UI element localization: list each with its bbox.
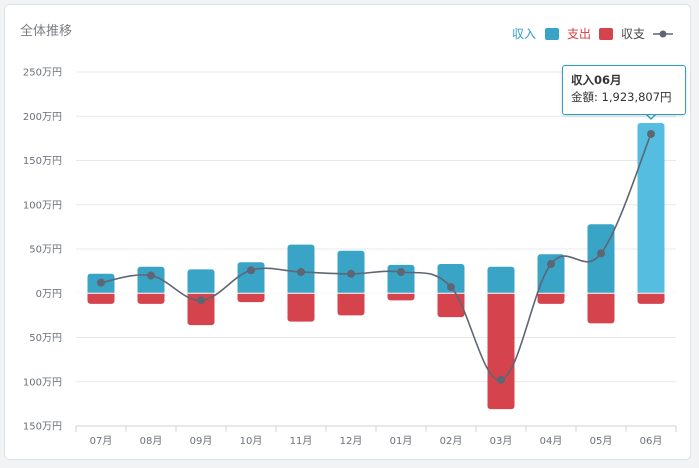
income-bar bbox=[637, 122, 665, 294]
income-bar-base bbox=[87, 290, 115, 294]
balance-point bbox=[147, 271, 155, 280]
expense-bar-top bbox=[287, 293, 315, 297]
income-bar bbox=[187, 269, 215, 294]
tooltip-amount-label: 金額 bbox=[571, 90, 594, 104]
x-tick-label: 12月 bbox=[340, 435, 363, 447]
tooltip-title: 収入06月 bbox=[571, 73, 622, 87]
x-tick-label: 05月 bbox=[590, 435, 613, 447]
x-tick-label: 07月 bbox=[90, 435, 113, 447]
balance-point bbox=[297, 268, 305, 277]
income-bar bbox=[237, 262, 265, 294]
x-tick-label: 06月 bbox=[640, 435, 663, 447]
income-bar-base bbox=[637, 290, 665, 294]
legend-expense-swatch bbox=[599, 28, 613, 40]
tooltip-arrow-inner bbox=[646, 113, 656, 118]
income-bar-base bbox=[287, 290, 315, 294]
income-bar-base bbox=[187, 290, 215, 294]
y-tick-label: 150万円 bbox=[23, 422, 62, 433]
expense-bar-top bbox=[187, 293, 215, 297]
income-bar bbox=[537, 254, 565, 294]
tooltip-amount-value: 1,923,807円 bbox=[601, 90, 672, 104]
expense-bar-top bbox=[337, 293, 365, 297]
x-tick-label: 02月 bbox=[440, 435, 463, 447]
income-bar bbox=[587, 224, 615, 294]
balance-point bbox=[347, 269, 355, 278]
expense-bar-top bbox=[537, 293, 565, 297]
chart-tooltip: 収入06月 金額: 1,923,807円 bbox=[562, 65, 686, 115]
income-bar-base bbox=[587, 290, 615, 294]
legend-balance-label: 収支 bbox=[621, 27, 645, 41]
legend-expense-label: 支出 bbox=[567, 27, 591, 41]
x-tick-label: 09月 bbox=[190, 435, 213, 447]
balance-line bbox=[100, 133, 652, 381]
y-tick-label: 200万円 bbox=[23, 112, 62, 123]
balance-point bbox=[247, 266, 255, 275]
balance-point bbox=[497, 375, 505, 384]
expense-bar-top bbox=[87, 293, 115, 297]
income-bar-base bbox=[137, 290, 165, 294]
income-bar-base bbox=[537, 290, 565, 294]
expense-bar bbox=[187, 293, 215, 326]
legend-income-label: 収入 bbox=[512, 27, 536, 41]
legend-income-swatch bbox=[545, 28, 559, 40]
expense-bar-top bbox=[437, 293, 465, 297]
y-tick-label: 250万円 bbox=[23, 68, 62, 79]
expense-bar-top bbox=[487, 293, 515, 297]
income-bar bbox=[487, 266, 515, 294]
balance-point bbox=[647, 129, 655, 138]
balance-point bbox=[447, 283, 455, 292]
income-bar-base bbox=[437, 290, 465, 294]
income-bar bbox=[437, 264, 465, 294]
balance-point bbox=[197, 296, 205, 305]
expense-bar bbox=[487, 293, 515, 410]
y-tick-label: 100万円 bbox=[23, 377, 62, 388]
x-tick-label: 04月 bbox=[540, 435, 563, 447]
balance-point bbox=[397, 268, 405, 277]
expense-bar-top bbox=[237, 293, 265, 297]
legend-balance-marker bbox=[659, 30, 667, 38]
income-bar-base bbox=[337, 290, 365, 294]
panel-title: 全体推移 bbox=[20, 24, 73, 39]
expense-bar bbox=[337, 293, 365, 316]
expense-bar bbox=[287, 293, 315, 322]
y-tick-label: 50万円 bbox=[29, 333, 62, 344]
expense-bar bbox=[587, 293, 615, 324]
income-bar-base bbox=[487, 290, 515, 294]
y-tick-label: 100万円 bbox=[23, 200, 62, 211]
income-bar-base bbox=[237, 290, 265, 294]
expense-bar-top bbox=[137, 293, 165, 297]
income-bar bbox=[137, 266, 165, 294]
x-tick-label: 10月 bbox=[240, 435, 263, 447]
tooltip-amount-row: 金額: 1,923,807円 bbox=[571, 90, 672, 104]
y-tick-label: 0万円 bbox=[36, 289, 62, 300]
x-tick-label: 03月 bbox=[490, 435, 513, 447]
expense-bar-top bbox=[587, 293, 615, 297]
expense-bar bbox=[437, 293, 465, 318]
balance-point bbox=[97, 278, 105, 287]
income-bar-base bbox=[387, 290, 415, 294]
y-tick-label: 50万円 bbox=[29, 245, 62, 256]
y-tick-label: 150万円 bbox=[23, 156, 62, 167]
balance-point bbox=[597, 249, 605, 258]
x-tick-label: 08月 bbox=[140, 435, 163, 447]
x-tick-label: 01月 bbox=[390, 435, 413, 447]
balance-point bbox=[547, 260, 555, 269]
expense-bar-top bbox=[637, 293, 665, 297]
expense-bar-top bbox=[387, 293, 415, 297]
x-tick-label: 11月 bbox=[290, 435, 313, 447]
